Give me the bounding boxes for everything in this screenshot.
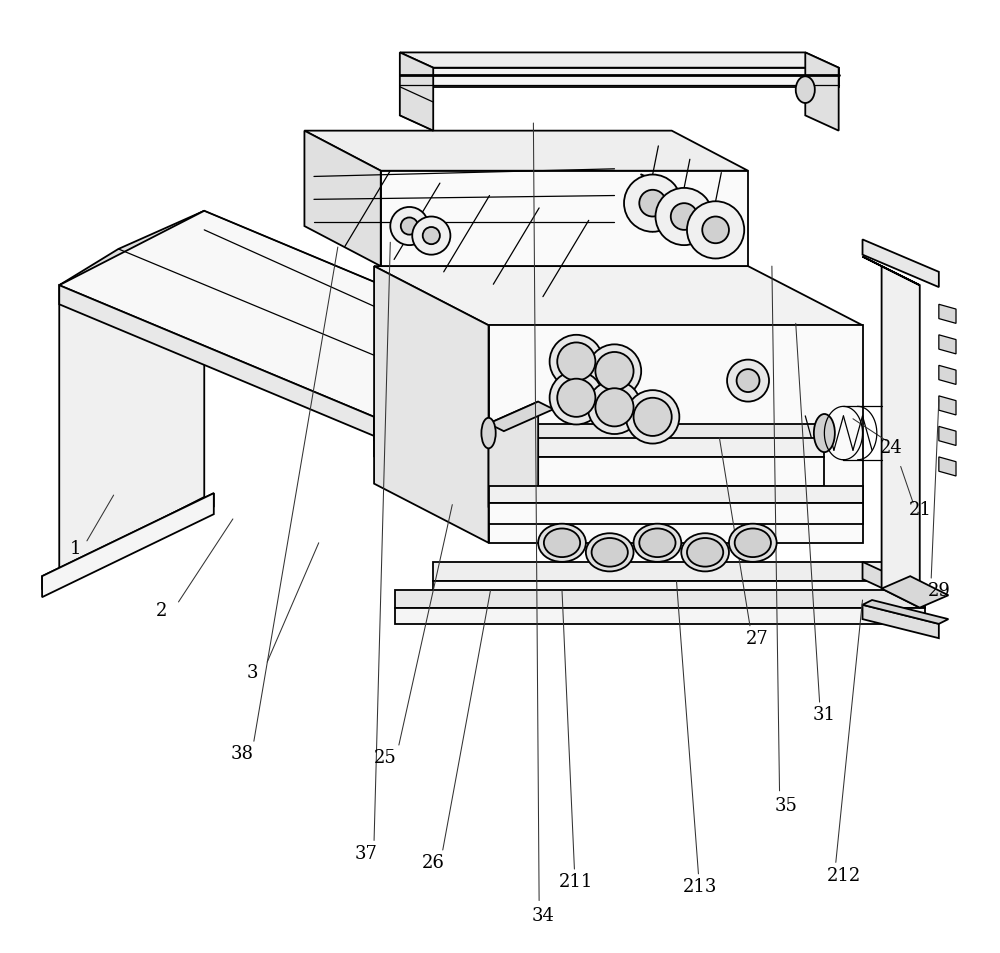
Circle shape xyxy=(557,343,595,381)
Polygon shape xyxy=(939,457,956,476)
Circle shape xyxy=(401,218,418,235)
Text: 3: 3 xyxy=(246,663,258,680)
Text: 212: 212 xyxy=(826,866,861,883)
Circle shape xyxy=(624,175,681,233)
Text: 1: 1 xyxy=(70,539,81,557)
Ellipse shape xyxy=(538,524,586,562)
Polygon shape xyxy=(381,172,748,267)
Polygon shape xyxy=(489,457,824,486)
Circle shape xyxy=(737,370,759,393)
Polygon shape xyxy=(863,562,925,608)
Polygon shape xyxy=(939,366,956,385)
Circle shape xyxy=(550,372,603,425)
Polygon shape xyxy=(863,605,939,639)
Polygon shape xyxy=(395,591,925,608)
Polygon shape xyxy=(59,212,204,572)
Circle shape xyxy=(390,208,428,246)
Polygon shape xyxy=(939,396,956,416)
Polygon shape xyxy=(882,577,948,608)
Text: 27: 27 xyxy=(746,630,769,647)
Text: 24: 24 xyxy=(880,439,903,456)
Ellipse shape xyxy=(729,524,777,562)
Circle shape xyxy=(595,353,634,391)
Polygon shape xyxy=(489,486,863,503)
Ellipse shape xyxy=(735,529,771,558)
Polygon shape xyxy=(400,53,839,69)
Polygon shape xyxy=(374,408,395,457)
Text: 213: 213 xyxy=(683,878,718,895)
Circle shape xyxy=(557,379,595,417)
Polygon shape xyxy=(395,608,925,624)
Text: 34: 34 xyxy=(531,906,554,923)
Ellipse shape xyxy=(814,415,835,453)
Ellipse shape xyxy=(687,538,723,567)
Polygon shape xyxy=(433,562,882,581)
Circle shape xyxy=(727,360,769,402)
Polygon shape xyxy=(489,402,553,432)
Polygon shape xyxy=(400,53,433,132)
Polygon shape xyxy=(805,53,839,132)
Circle shape xyxy=(588,345,641,398)
Circle shape xyxy=(687,202,744,259)
Polygon shape xyxy=(939,427,956,446)
Polygon shape xyxy=(42,494,214,590)
Polygon shape xyxy=(939,305,956,324)
Text: 37: 37 xyxy=(355,844,378,862)
Circle shape xyxy=(656,189,713,246)
Circle shape xyxy=(423,228,440,245)
Circle shape xyxy=(639,191,666,217)
Polygon shape xyxy=(882,267,920,608)
Text: 26: 26 xyxy=(422,854,445,871)
Text: 35: 35 xyxy=(775,797,798,814)
Text: 29: 29 xyxy=(927,582,950,599)
Polygon shape xyxy=(433,581,882,600)
Polygon shape xyxy=(304,132,381,267)
Polygon shape xyxy=(489,438,824,457)
Ellipse shape xyxy=(592,538,628,567)
Text: 31: 31 xyxy=(813,706,836,723)
Polygon shape xyxy=(374,343,519,441)
Ellipse shape xyxy=(544,529,580,558)
Ellipse shape xyxy=(796,77,815,104)
Polygon shape xyxy=(489,503,863,524)
Circle shape xyxy=(702,217,729,244)
Polygon shape xyxy=(374,267,489,543)
Circle shape xyxy=(671,204,697,231)
Polygon shape xyxy=(59,286,374,436)
Circle shape xyxy=(626,391,679,444)
Ellipse shape xyxy=(639,529,676,558)
Polygon shape xyxy=(42,494,214,598)
Polygon shape xyxy=(863,240,939,288)
Text: 211: 211 xyxy=(559,873,594,890)
Polygon shape xyxy=(304,132,748,172)
Polygon shape xyxy=(59,212,519,417)
Polygon shape xyxy=(433,69,839,88)
Polygon shape xyxy=(489,424,824,443)
Ellipse shape xyxy=(634,524,681,562)
Text: 25: 25 xyxy=(374,749,397,766)
Ellipse shape xyxy=(681,534,729,572)
Polygon shape xyxy=(489,402,538,508)
Ellipse shape xyxy=(481,418,496,449)
Polygon shape xyxy=(59,212,204,286)
Circle shape xyxy=(634,398,672,436)
Circle shape xyxy=(550,335,603,389)
Circle shape xyxy=(412,217,450,255)
Polygon shape xyxy=(374,267,863,326)
Circle shape xyxy=(588,381,641,435)
Polygon shape xyxy=(939,335,956,355)
Circle shape xyxy=(595,389,634,427)
Polygon shape xyxy=(863,257,920,286)
Text: 21: 21 xyxy=(908,501,931,518)
Text: 38: 38 xyxy=(231,744,254,761)
Polygon shape xyxy=(863,600,948,624)
Polygon shape xyxy=(489,326,863,543)
Text: 2: 2 xyxy=(156,601,167,618)
Ellipse shape xyxy=(586,534,634,572)
